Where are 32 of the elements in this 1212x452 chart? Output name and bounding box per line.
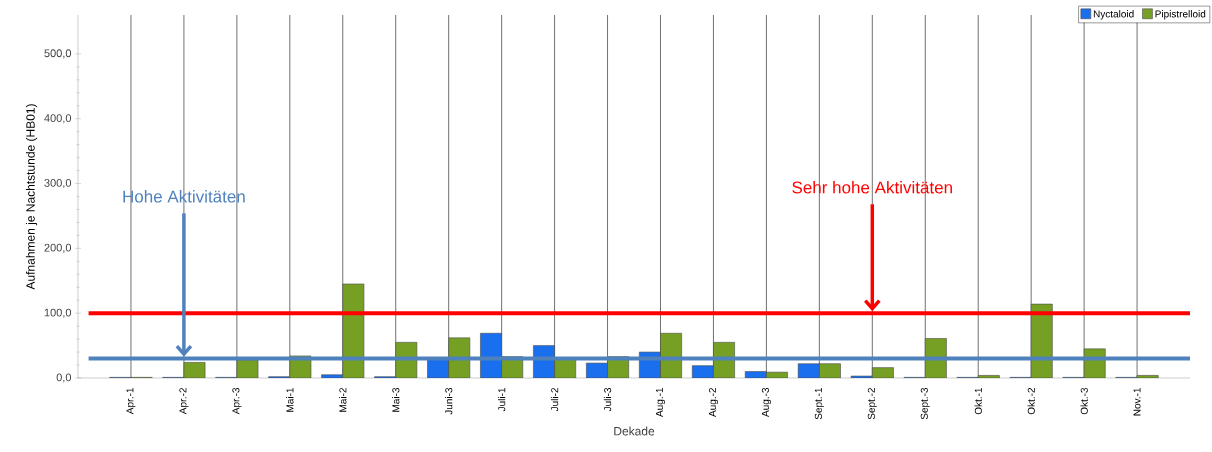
- x-tick-label: Sept.-3: [920, 387, 930, 420]
- x-tick-label: Okt.-1: [974, 388, 982, 415]
- x-tick-label: Mai-2: [339, 388, 347, 412]
- x-tick-label: Mai-1: [286, 388, 294, 412]
- x-tick-label: Sept.-2: [867, 388, 877, 420]
- y-axis-title: Aufnahmen je Nachtstunde (HB01): [25, 104, 38, 290]
- legend-label: Nyctaloid: [1093, 10, 1134, 20]
- x-tick-label: Okt.-2: [1027, 388, 1035, 415]
- x-tick-label: Apr.-3: [232, 387, 242, 415]
- y-tick-label: 500,0: [44, 49, 72, 59]
- x-tick-label: Nov.-1: [1133, 388, 1141, 416]
- y-tick-label: 200,0: [44, 243, 72, 253]
- y-tick-label: 400,0: [44, 114, 72, 124]
- y-tick-label: 0,0: [56, 373, 72, 383]
- x-axis-title: Dekade: [614, 426, 655, 436]
- annotation: Sehr hohe Aktivitäten: [792, 181, 952, 194]
- x-tick-label: Mai-3: [392, 387, 400, 412]
- x-tick-label: Aug.-3: [761, 387, 771, 417]
- x-tick-label: Juli-3: [603, 387, 612, 412]
- x-tick-label: Aug.-2: [708, 388, 718, 417]
- x-tick-label: Apr.-2: [179, 388, 189, 415]
- x-tick-label: Aug.-1: [656, 388, 665, 417]
- legend-label: Pipistrelloid: [1155, 10, 1206, 20]
- x-tick-label: Sept.-1: [814, 388, 824, 420]
- y-tick-label: 300,0: [44, 178, 72, 189]
- annotation: Hohe Aktivitäten: [123, 190, 245, 203]
- x-tick-label: Juli-1: [497, 388, 506, 412]
- x-tick-label: Okt.-3: [1080, 387, 1088, 415]
- x-tick-label: Juli-2: [550, 388, 559, 412]
- y-tick-label: 100,0: [44, 308, 72, 318]
- x-tick-label: Juni-3: [445, 387, 453, 415]
- x-tick-label: Apr.-1: [126, 388, 136, 415]
